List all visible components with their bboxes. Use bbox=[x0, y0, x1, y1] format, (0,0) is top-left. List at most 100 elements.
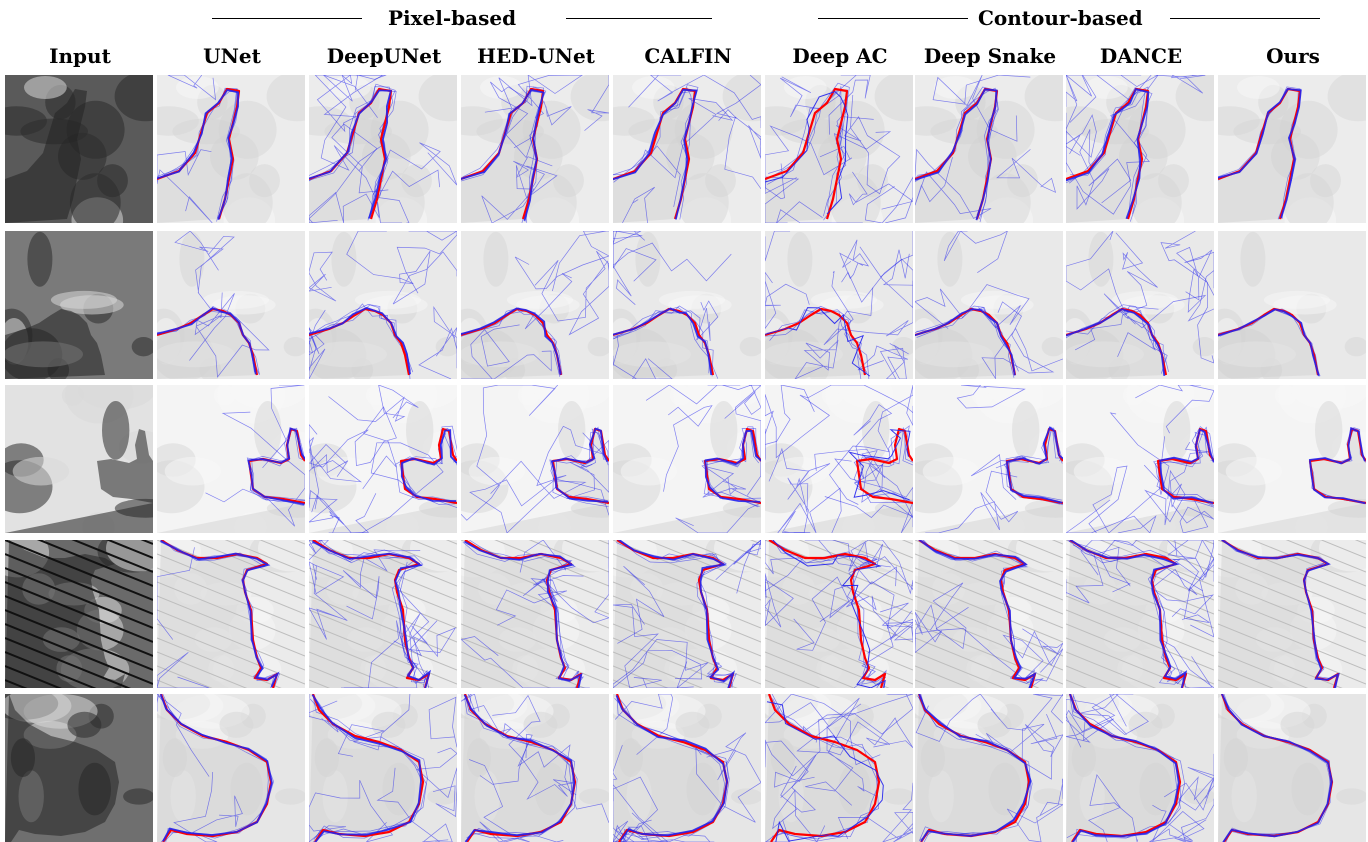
column-label-deep-snake: Deep Snake bbox=[923, 44, 1057, 68]
main-prediction-contour bbox=[772, 540, 886, 688]
water-region bbox=[5, 309, 105, 379]
scan-line-gap bbox=[915, 637, 1040, 688]
water-region bbox=[613, 309, 713, 379]
scan-line-gap bbox=[309, 651, 400, 688]
cell-canvas bbox=[309, 694, 457, 842]
terrain-patch bbox=[787, 231, 813, 287]
result-image-calfin bbox=[613, 385, 761, 533]
scan-line-gap bbox=[1168, 540, 1214, 559]
prediction-contour bbox=[675, 466, 761, 533]
prediction-contour bbox=[1006, 778, 1063, 842]
prediction-contour bbox=[1172, 499, 1214, 533]
prediction-contour bbox=[461, 694, 529, 785]
column-label-hed-unet: HED-UNet bbox=[477, 44, 595, 68]
prediction-contour bbox=[1088, 464, 1164, 533]
terrain-patch bbox=[613, 106, 655, 136]
prediction-contour bbox=[584, 75, 609, 131]
terrain-patch bbox=[5, 106, 47, 136]
cell-canvas bbox=[1218, 694, 1366, 842]
main-prediction-contour bbox=[1159, 428, 1214, 504]
terrain-patch bbox=[213, 385, 236, 406]
main-prediction-contour bbox=[617, 540, 736, 688]
main-prediction-contour bbox=[461, 307, 562, 375]
group-header-contour: Contour-based bbox=[818, 6, 1320, 32]
result-image-deep-snake bbox=[915, 694, 1063, 842]
prediction-contour bbox=[613, 242, 732, 282]
scan-line-gap bbox=[5, 553, 153, 615]
cell-canvas bbox=[915, 75, 1063, 223]
prediction-contour bbox=[309, 779, 394, 842]
terrain-patch bbox=[174, 573, 208, 605]
prediction-contour bbox=[492, 694, 577, 800]
prediction-contour bbox=[829, 385, 913, 505]
prediction-contour bbox=[309, 327, 326, 379]
result-image-dance bbox=[1066, 231, 1214, 379]
prediction-contour bbox=[614, 697, 729, 842]
terrain-patch bbox=[1291, 762, 1324, 816]
terrain-patch bbox=[483, 231, 509, 287]
terrain-patch bbox=[1237, 76, 1280, 99]
terrain-patch bbox=[883, 788, 913, 805]
prediction-contour bbox=[765, 694, 913, 798]
cell-canvas bbox=[1218, 231, 1366, 379]
scan-line-gap bbox=[1218, 553, 1366, 615]
input-image bbox=[5, 75, 153, 223]
prediction-contour bbox=[1151, 568, 1214, 623]
water-region bbox=[915, 89, 997, 223]
prediction-contour bbox=[1080, 540, 1214, 638]
main-prediction-contour bbox=[848, 429, 911, 501]
scan-line-gap bbox=[832, 540, 913, 573]
scan-line-gap bbox=[461, 595, 609, 657]
scan-line-gap bbox=[259, 540, 305, 559]
terrain-patch bbox=[722, 75, 761, 122]
prediction-contour bbox=[157, 652, 210, 688]
terrain-patch bbox=[613, 341, 691, 368]
terrain-patch bbox=[1231, 770, 1257, 823]
prediction-contour bbox=[1068, 541, 1186, 686]
prediction-contour bbox=[767, 86, 846, 213]
prediction-contour bbox=[309, 145, 383, 223]
main-prediction-contour bbox=[1218, 308, 1320, 376]
scan-line-gap bbox=[376, 540, 457, 573]
cell-canvas bbox=[1218, 540, 1366, 688]
terrain-patch bbox=[1024, 498, 1063, 518]
terrain-patch bbox=[1016, 540, 1063, 572]
scan-line-gap bbox=[1218, 595, 1366, 657]
prediction-contour bbox=[309, 89, 397, 215]
prediction-contour bbox=[695, 732, 761, 823]
scan-line-gap bbox=[309, 609, 457, 671]
prediction-contour bbox=[495, 576, 568, 626]
cell-canvas bbox=[309, 540, 457, 688]
prediction-contour bbox=[536, 425, 609, 516]
terrain-patch bbox=[466, 738, 491, 778]
prediction-contour bbox=[613, 231, 646, 305]
result-image-calfin bbox=[613, 231, 761, 379]
terrain-patch bbox=[1274, 385, 1297, 406]
main-prediction-contour bbox=[1308, 427, 1366, 505]
terrain-patch bbox=[1336, 788, 1366, 805]
terrain-patch bbox=[1071, 738, 1096, 778]
water-region bbox=[765, 89, 847, 223]
prediction-contour bbox=[1135, 385, 1214, 434]
prediction-contour bbox=[393, 562, 430, 657]
scan-line-gap bbox=[765, 581, 913, 643]
terrain-patch bbox=[1109, 582, 1161, 606]
result-image-ours bbox=[1218, 75, 1366, 223]
water-region bbox=[915, 309, 1015, 379]
prediction-contour bbox=[765, 540, 805, 595]
terrain-patch bbox=[162, 738, 187, 778]
scan-line-gap bbox=[613, 609, 761, 671]
terrain-patch bbox=[370, 100, 429, 159]
input-image bbox=[5, 231, 153, 379]
water-region bbox=[915, 540, 1035, 688]
scan-line-gap bbox=[1285, 540, 1366, 573]
terrain-patch bbox=[1085, 76, 1128, 99]
scan-line-gap bbox=[765, 609, 913, 671]
terrain-patch bbox=[131, 337, 153, 357]
group-rule-left bbox=[212, 18, 362, 19]
terrain-patch bbox=[1175, 498, 1214, 518]
terrain-patch bbox=[1261, 582, 1313, 606]
prediction-contour bbox=[915, 284, 1030, 329]
water-region bbox=[613, 89, 695, 223]
terrain-patch bbox=[915, 540, 960, 578]
